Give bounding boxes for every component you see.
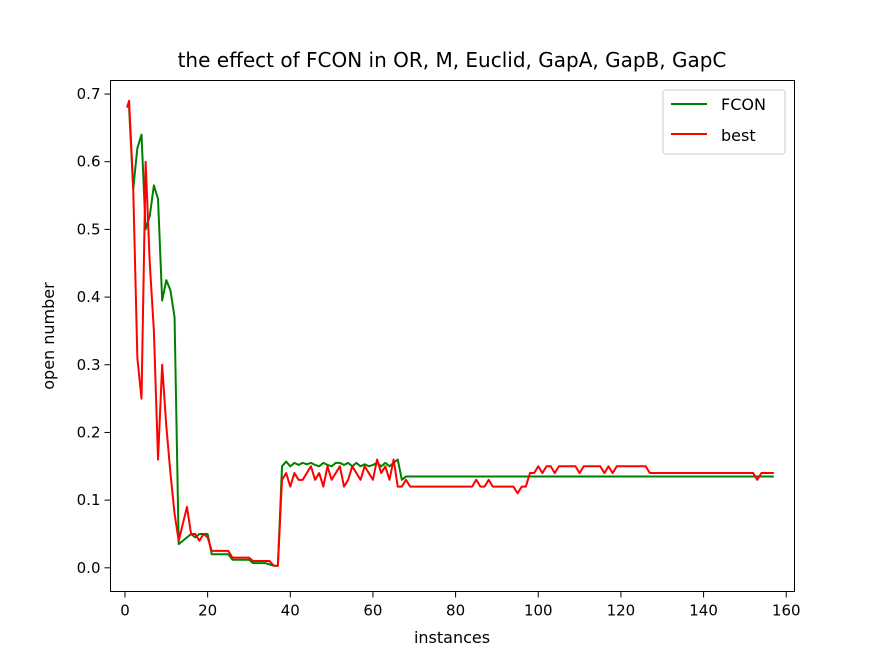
y-tick-label: 0.7 (77, 85, 101, 103)
x-tick-label: 140 (689, 602, 718, 620)
plot-area-frame (110, 80, 795, 592)
x-axis: 0 20 40 60 80 100 120 140 160 (120, 591, 801, 620)
x-tick-label: 40 (281, 602, 300, 620)
y-tick-label: 0.6 (77, 153, 101, 171)
x-tick-label: 160 (772, 602, 801, 620)
series-line-fcon (128, 107, 774, 567)
series-layer (126, 99, 774, 567)
legend-label-fcon: FCON (721, 95, 766, 114)
y-axis: 0.0 0.1 0.2 0.3 0.4 0.5 0.6 0.7 (77, 85, 111, 577)
x-tick-label: 80 (446, 602, 465, 620)
legend-box (662, 89, 786, 155)
y-tick-label: 0.2 (77, 423, 101, 441)
x-axis-label: instances (414, 628, 490, 647)
y-tick-label: 0.4 (77, 288, 101, 306)
y-tick-label: 0.3 (77, 356, 101, 374)
legend-label-best: best (721, 126, 756, 145)
y-tick-label: 0.0 (77, 559, 101, 577)
y-tick-label: 0.1 (77, 491, 101, 509)
x-tick-label: 100 (524, 602, 553, 620)
chart-title: the effect of FCON in OR, M, Euclid, Gap… (178, 48, 727, 72)
x-tick-label: 120 (607, 602, 636, 620)
y-axis-label: open number (39, 282, 58, 390)
x-tick-label: 0 (120, 602, 130, 620)
x-tick-label: 20 (198, 602, 217, 620)
legend: FCON best (662, 89, 786, 155)
series-line-best (126, 99, 774, 567)
y-tick-label: 0.5 (77, 220, 101, 238)
x-tick-label: 60 (363, 602, 382, 620)
